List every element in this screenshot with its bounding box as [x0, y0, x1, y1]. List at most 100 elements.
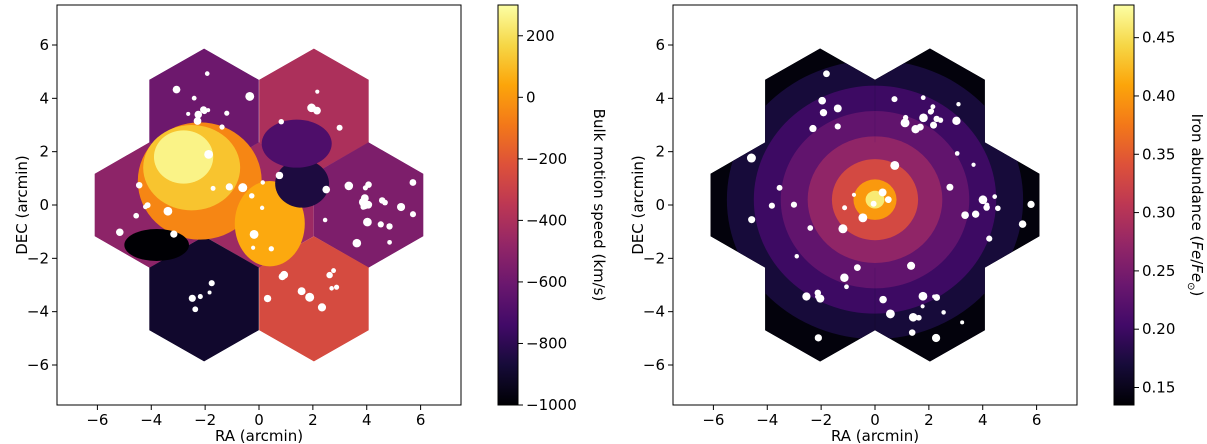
y-tick-label: −6: [643, 356, 665, 374]
y-tick-label: 2: [655, 143, 665, 161]
velocity-colorbar: 200 0 −200 −400 −600 −800 −1000 Bulk motion sp…: [497, 4, 608, 414]
masked-source: [192, 306, 199, 313]
masked-source: [961, 211, 969, 219]
masked-source: [331, 268, 336, 274]
y-tick-label: 6: [655, 36, 665, 54]
masked-source: [954, 151, 960, 156]
masked-source: [746, 153, 756, 163]
masked-source: [814, 289, 822, 297]
masked-source: [748, 216, 756, 224]
masked-source: [858, 213, 868, 223]
masked-source: [188, 294, 196, 302]
masked-source: [396, 202, 406, 212]
masked-source: [208, 280, 215, 287]
abundance-colorbar-gradient: [1113, 4, 1135, 406]
colorbar-tick-label: 0.35: [1142, 145, 1175, 163]
masked-source: [807, 225, 814, 231]
hexagon-south-east: [259, 236, 369, 362]
masked-source: [172, 85, 181, 94]
masked-source: [336, 124, 343, 131]
masked-source: [224, 110, 230, 116]
masked-source: [952, 116, 961, 125]
masked-source: [297, 287, 306, 296]
masked-source: [833, 104, 842, 113]
masked-source: [927, 108, 934, 115]
y-tick-label: 4: [39, 89, 49, 107]
masked-source: [776, 184, 783, 191]
masked-source: [918, 291, 928, 301]
masked-source: [870, 200, 877, 207]
velocity-colorbar-label: Bulk motion speed (km/s): [590, 109, 608, 302]
colorbar-tick-label: 0.45: [1142, 29, 1175, 47]
masked-source: [995, 205, 1001, 212]
colorbar-tick-label: 0.30: [1142, 204, 1175, 222]
abundance-y-ticks: −6 −4 −2 0 2 4 6: [643, 36, 673, 374]
masked-source: [268, 246, 274, 252]
masked-source: [358, 197, 368, 207]
masked-source: [344, 181, 354, 191]
masked-source: [900, 118, 910, 128]
masked-source: [960, 320, 965, 325]
masked-source: [885, 309, 895, 319]
masked-source: [920, 304, 925, 309]
masked-source: [133, 212, 140, 219]
masked-source: [879, 295, 887, 304]
masked-source: [907, 261, 916, 270]
masked-source: [840, 273, 849, 282]
masked-source: [204, 149, 214, 159]
velocity-heatmap: [94, 48, 424, 362]
y-tick-label: −2: [27, 249, 49, 267]
x-tick-label: −6: [86, 411, 108, 429]
masked-source: [280, 270, 289, 279]
masked-source: [409, 179, 417, 186]
y-tick-label: 4: [655, 89, 665, 107]
velocity-region-5: [261, 119, 332, 168]
masked-source: [919, 113, 928, 123]
masked-source: [251, 245, 256, 250]
masked-source: [851, 192, 857, 197]
masked-source: [809, 124, 817, 133]
masked-source: [911, 125, 920, 134]
masked-source: [818, 96, 827, 105]
masked-source: [329, 286, 334, 291]
colorbar-tick-label: −400: [526, 211, 567, 229]
abundance-y-axis-label: DEC (arcmin): [629, 155, 647, 255]
masked-source: [941, 310, 946, 315]
masked-source: [814, 334, 822, 342]
abundance-x-axis-label: RA (arcmin): [831, 427, 919, 444]
masked-source: [920, 95, 926, 101]
masked-source: [322, 185, 331, 194]
y-tick-label: 0: [39, 196, 49, 214]
y-tick-label: −4: [643, 303, 665, 321]
masked-source: [260, 180, 265, 185]
masked-source: [377, 221, 384, 228]
masked-source: [207, 290, 212, 295]
masked-source: [816, 294, 825, 303]
masked-source: [363, 217, 372, 227]
masked-source: [971, 210, 980, 218]
masked-source: [248, 193, 255, 199]
x-tick-label: 0: [870, 411, 880, 429]
masked-source: [930, 121, 938, 129]
colorbar-tick-label: 0.25: [1142, 262, 1175, 280]
masked-source: [1027, 200, 1035, 209]
masked-source: [933, 294, 941, 301]
x-tick-label: −6: [702, 411, 724, 429]
velocity-colorbar-gradient: [497, 4, 519, 406]
masked-source: [884, 196, 892, 204]
masked-source: [317, 303, 327, 312]
masked-source: [844, 284, 849, 290]
abundance-map-panel: −6 −4 −2 0 2 4 6 −6 −4 −2 0 2 4 6 RA (arcmin) DEC (a…: [629, 4, 1206, 444]
x-tick-label: 4: [362, 411, 372, 429]
velocity-region-6: [124, 229, 189, 261]
masked-source: [313, 106, 321, 115]
masked-source: [794, 254, 799, 259]
masked-source: [971, 162, 976, 167]
x-tick-label: −4: [756, 411, 778, 429]
masked-source: [194, 110, 203, 119]
x-tick-label: −4: [140, 411, 162, 429]
masked-source: [191, 95, 197, 101]
colorbar-tick-label: −200: [526, 150, 567, 168]
colorbar-tick-label: −800: [526, 334, 567, 352]
velocity-x-ticks: −6 −4 −2 0 2 4 6: [86, 405, 425, 429]
